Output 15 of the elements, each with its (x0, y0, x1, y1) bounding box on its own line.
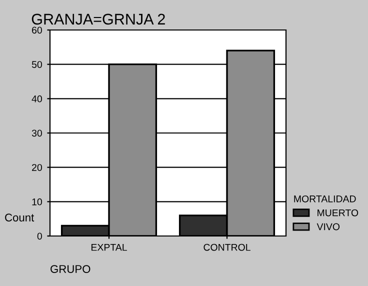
y-tick-label: 40 (32, 95, 42, 102)
x-axis-title: GRUPO (50, 265, 90, 273)
y-tick-label: 50 (32, 61, 42, 68)
y-tick-label: 0 (37, 232, 42, 240)
y-tick-label: 60 (32, 26, 42, 34)
chart-title: GRANJA=GRNJA 2 (32, 14, 165, 25)
x-tick-label: CONTROL (204, 244, 250, 251)
legend-title: MORTALIDAD (294, 195, 356, 202)
y-tick-label: 20 (32, 164, 42, 171)
y-tick-label: 30 (32, 130, 42, 137)
y-axis-title: Count (5, 214, 34, 222)
legend-label: VIVO (316, 223, 340, 230)
legend-label: MUERTO (318, 209, 358, 216)
x-tick-label: EXPTAL (92, 244, 127, 251)
y-tick-label: 10 (32, 198, 42, 206)
